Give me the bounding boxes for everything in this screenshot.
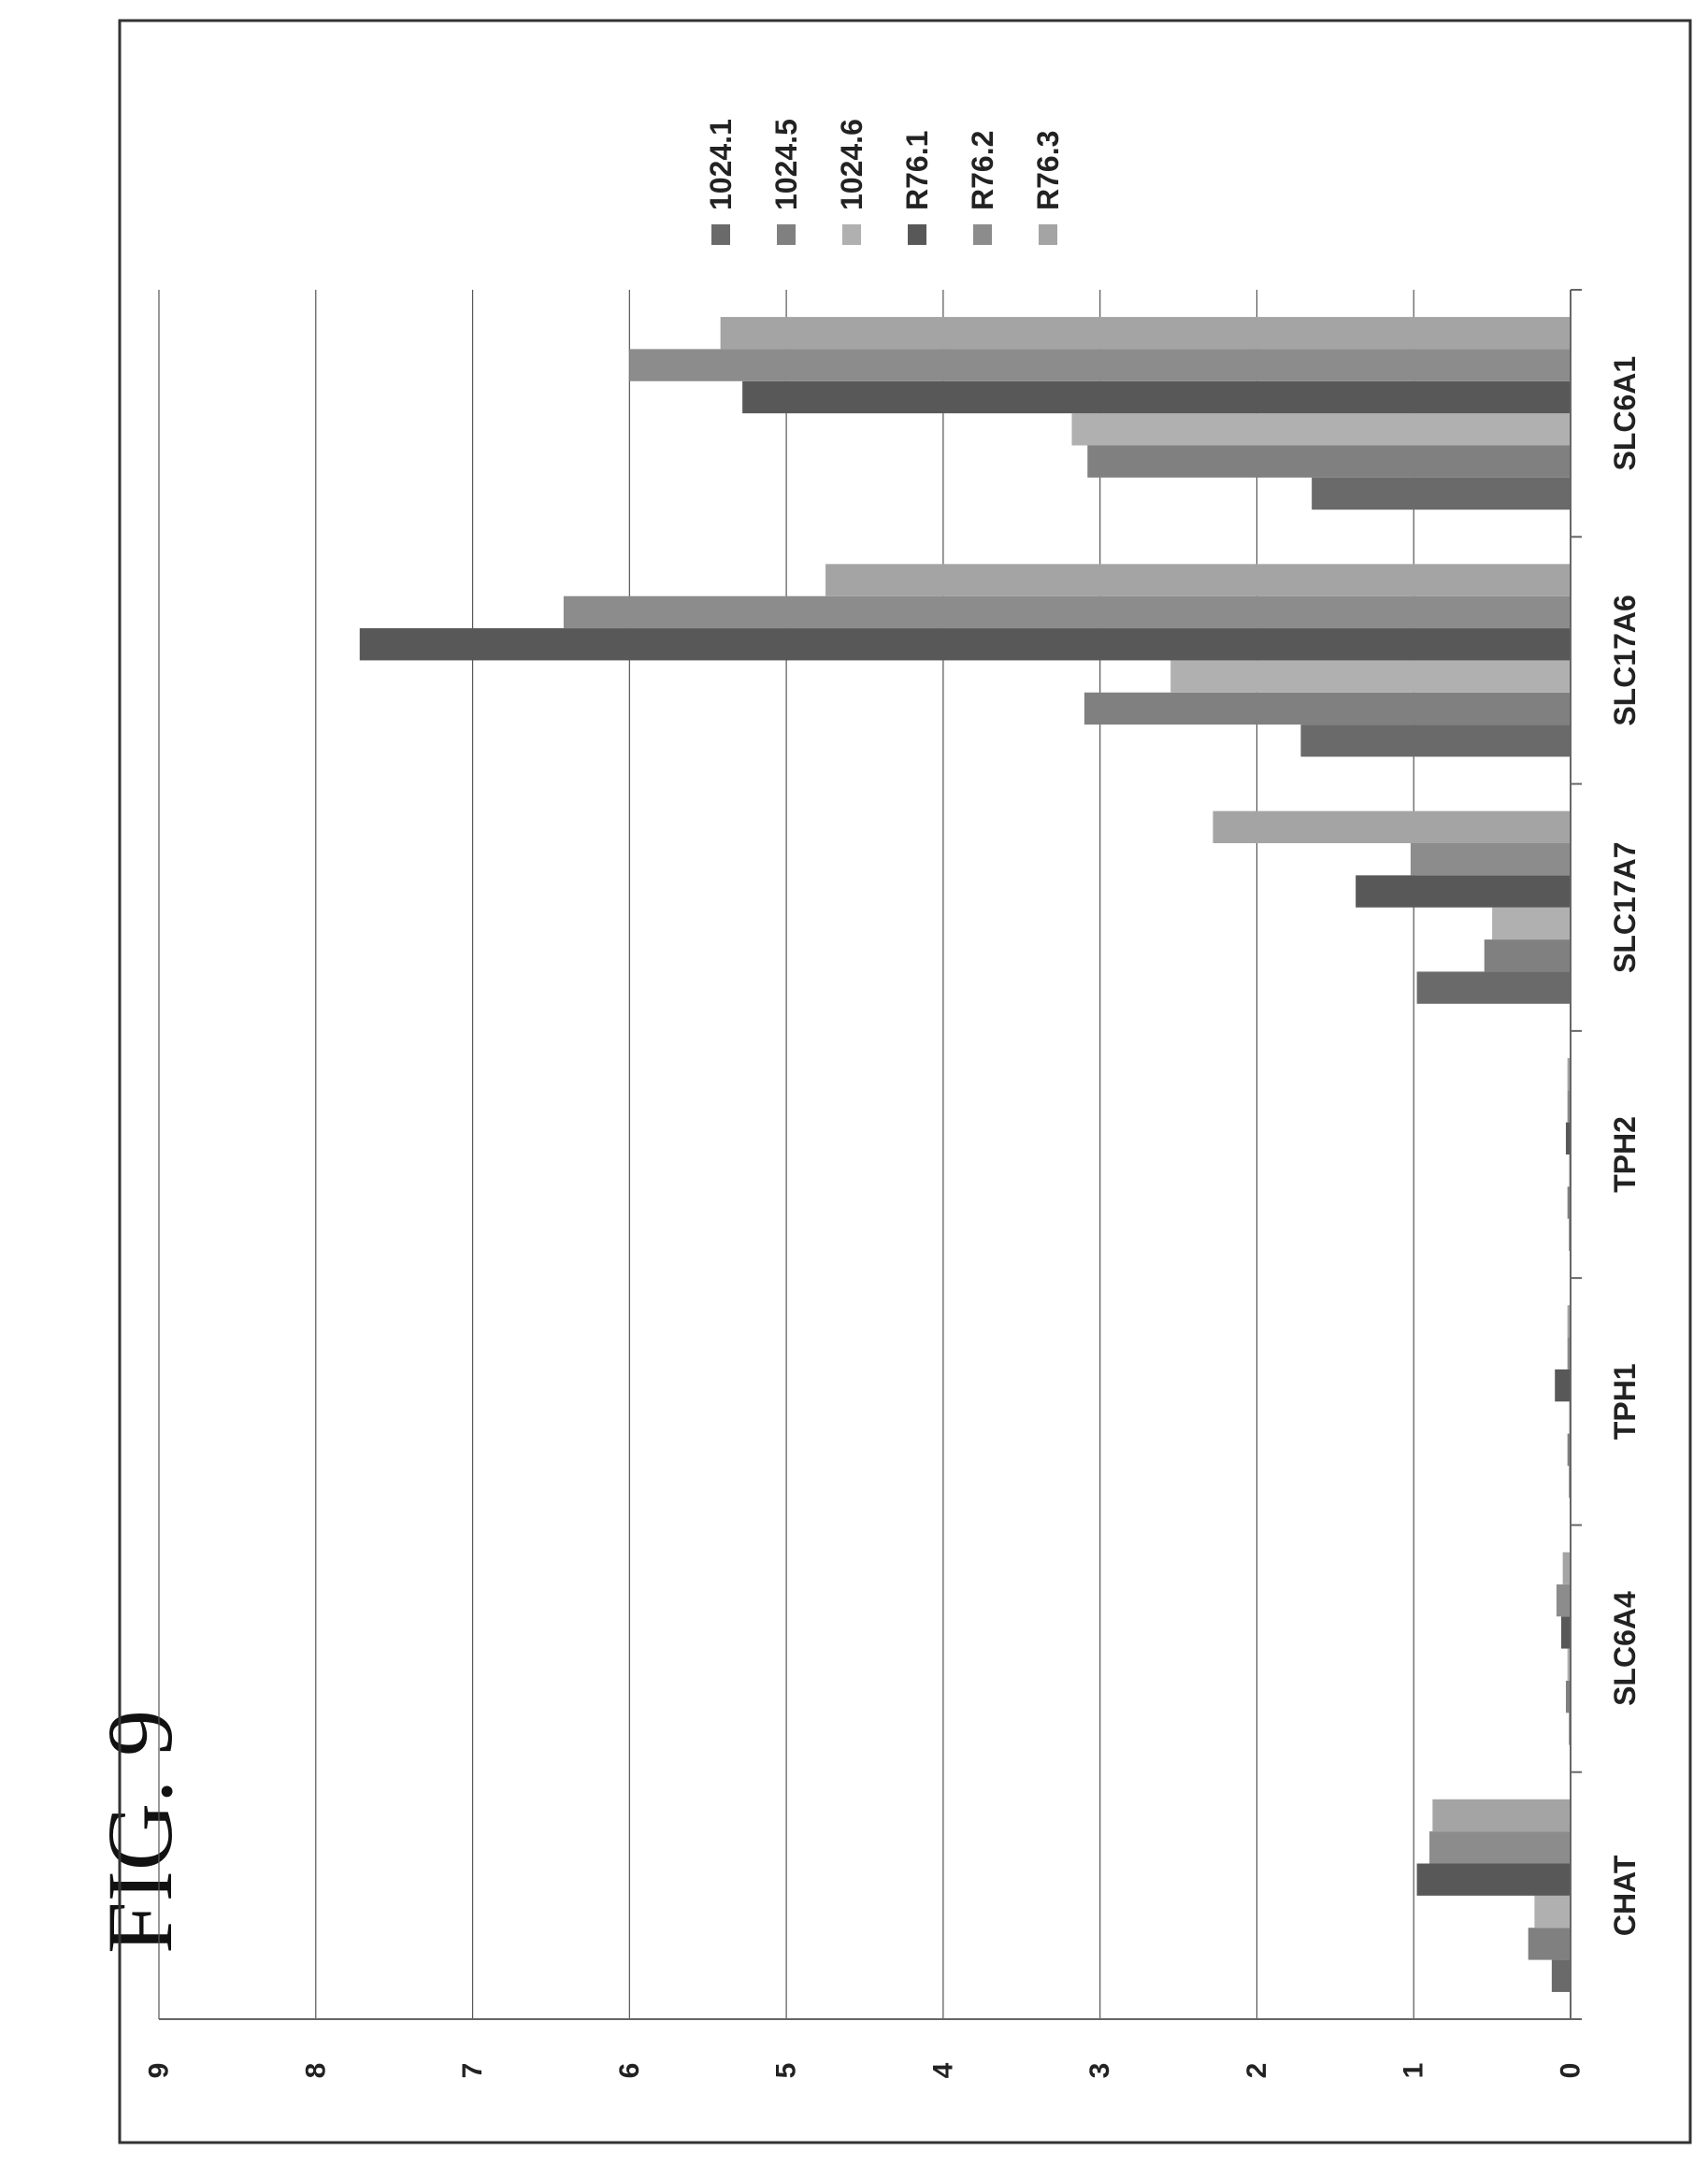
bar-slc17a7-r76-1 (1356, 875, 1571, 908)
value-tick-label: 5 (771, 2063, 802, 2079)
bar-tph1-r76-1 (1555, 1369, 1571, 1402)
value-tick-label: 0 (1556, 2063, 1586, 2079)
bar-slc6a4-r76-3 (1562, 1552, 1571, 1584)
bar-slc6a1-r76-2 (629, 349, 1571, 381)
legend: 1024.1 1024.5 1024.6 R76.1 R76.2 R76.3 (704, 119, 1065, 245)
value-tick-label: 1 (1399, 2063, 1429, 2079)
bar-chat-r76-1 (1416, 1863, 1571, 1896)
value-tick-label: 3 (1084, 2063, 1115, 2079)
category-label: SLC17A7 (1608, 841, 1642, 973)
legend-swatch (842, 224, 861, 245)
bar-tph2-1024-5 (1567, 1186, 1571, 1219)
bar-slc17a6-1024-6 (1170, 660, 1571, 693)
bar-slc17a6-1024-5 (1084, 692, 1571, 725)
category-label: SLC6A1 (1608, 356, 1642, 471)
legend-label: 1024.5 (769, 119, 803, 210)
bar-slc6a1-1024-1 (1312, 477, 1571, 510)
legend-swatch (973, 224, 992, 245)
legend-label: R76.2 (966, 131, 999, 210)
bar-tph2-r76-1 (1565, 1122, 1571, 1154)
bar-slc6a4-1024-5 (1565, 1680, 1571, 1713)
bar-slc6a1-1024-6 (1071, 413, 1571, 446)
bar-slc6a4-r76-1 (1560, 1616, 1571, 1649)
bar-slc17a6-r76-3 (825, 564, 1571, 596)
bar-slc6a4-1024-6 (1567, 1648, 1571, 1681)
bar-chat-r76-2 (1429, 1831, 1571, 1864)
bar-slc17a7-1024-5 (1484, 939, 1571, 972)
legend-swatch (908, 224, 926, 245)
value-tick-label: 6 (614, 2063, 645, 2079)
legend-label: R76.1 (900, 131, 934, 210)
bar-tph2-r76-3 (1567, 1057, 1571, 1091)
legend-label: R76.3 (1031, 131, 1065, 210)
legend-label: 1024.1 (704, 119, 738, 210)
value-tick-label: 8 (300, 2063, 331, 2079)
bar-chat-1024-6 (1534, 1895, 1571, 1928)
bar-slc17a6-r76-2 (563, 595, 1571, 629)
value-tick-label: 2 (1242, 2063, 1272, 2079)
bar-tph2-r76-2 (1567, 1090, 1571, 1123)
bar-chat-1024-5 (1528, 1928, 1571, 1960)
value-tick-labels: 0 1 2 3 4 5 6 7 8 9 (144, 2062, 1586, 2078)
value-tick-label: 4 (927, 2062, 958, 2078)
category-label: CHAT (1608, 1855, 1642, 1936)
legend-label: 1024.6 (835, 119, 868, 210)
bars (359, 317, 1571, 1992)
axes (159, 289, 1582, 2020)
bar-tph1-r76-2 (1567, 1337, 1571, 1369)
bar-slc6a1-r76-3 (720, 317, 1571, 350)
bar-slc17a7-1024-1 (1416, 971, 1571, 1004)
bar-slc17a7-r76-3 (1213, 810, 1571, 843)
legend-swatch (777, 224, 796, 245)
bar-tph1-1024-5 (1567, 1433, 1571, 1466)
bar-chat-1024-1 (1551, 1959, 1571, 1992)
bar-slc6a4-r76-2 (1556, 1584, 1571, 1617)
category-labels: CHAT SLC6A4 TPH1 TPH2 SLC17A7 SLC17A6 SLC6A1 (1608, 356, 1642, 1936)
bar-slc17a7-r76-2 (1410, 843, 1571, 876)
bar-slc17a6-r76-1 (359, 628, 1571, 661)
category-label: TPH1 (1608, 1363, 1642, 1440)
legend-swatch (1039, 224, 1057, 245)
bar-tph1-r76-3 (1567, 1305, 1571, 1338)
value-tick-label: 9 (144, 2063, 175, 2079)
value-tick-label: 7 (457, 2063, 488, 2079)
category-label: TPH2 (1608, 1116, 1642, 1193)
legend-swatch (711, 224, 730, 245)
bar-slc6a1-r76-1 (742, 380, 1571, 414)
gridlines (158, 290, 1414, 2019)
bar-chat-r76-3 (1432, 1799, 1571, 1832)
category-label: SLC17A6 (1608, 595, 1642, 726)
bar-slc17a7-1024-6 (1492, 907, 1571, 940)
category-label: SLC6A4 (1608, 1591, 1642, 1706)
bar-slc17a6-1024-1 (1300, 724, 1571, 757)
chart-frame (118, 19, 1692, 2144)
bar-slc6a1-1024-5 (1087, 445, 1571, 478)
